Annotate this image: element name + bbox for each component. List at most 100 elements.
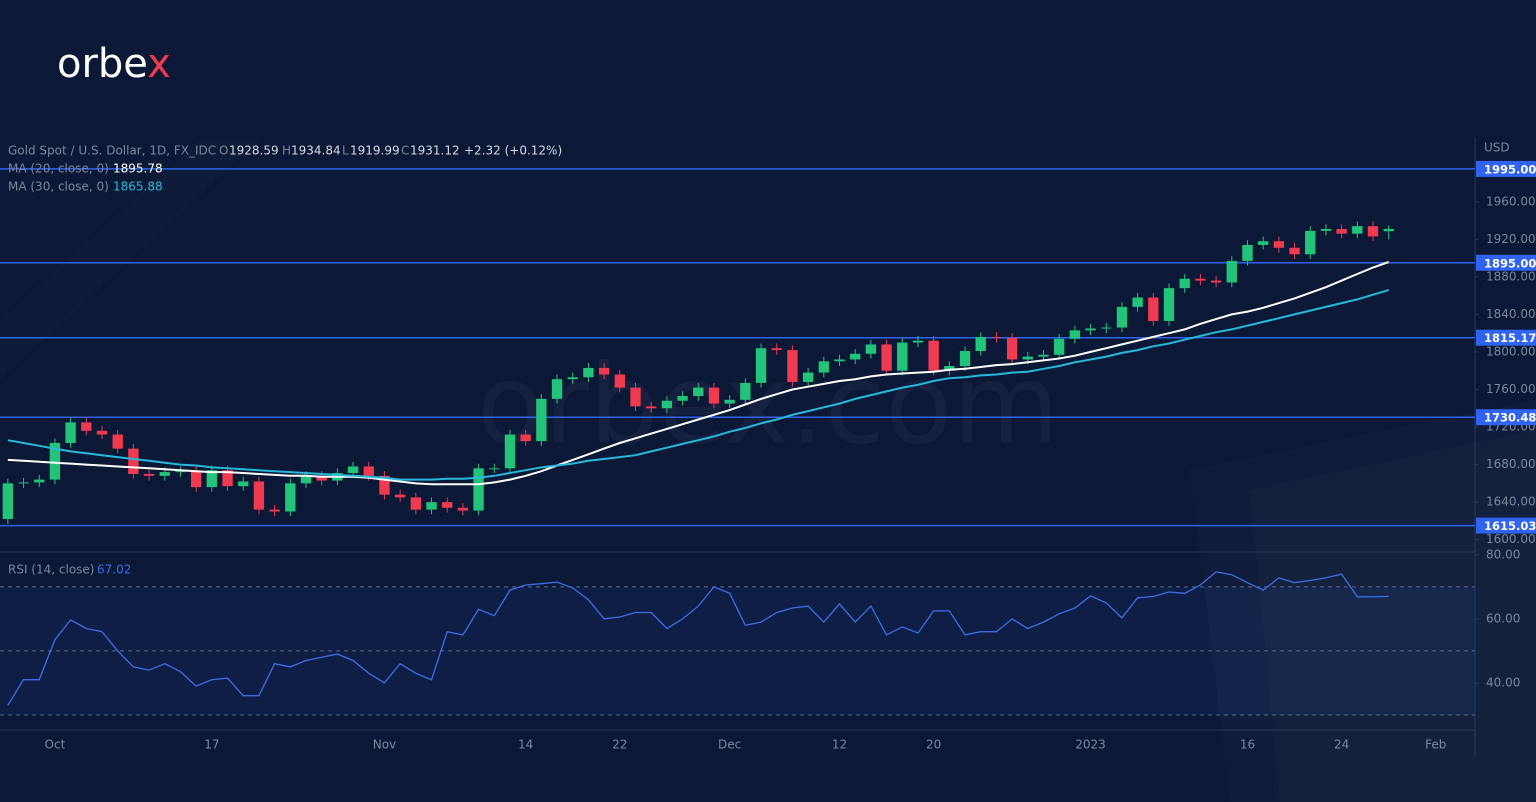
candle-body [1226, 260, 1237, 283]
candle-body [1116, 306, 1128, 328]
level-label-box [1476, 329, 1536, 346]
legend-value: 1895.78 [113, 162, 163, 176]
candle-body [457, 507, 469, 511]
candle-body [912, 340, 924, 343]
candle-body [285, 483, 296, 512]
candle-body [253, 481, 265, 510]
candle-body [1038, 354, 1049, 357]
candle-body [1273, 241, 1285, 248]
candle-body [1336, 228, 1347, 234]
y-tick-label: 1840.00 [1486, 307, 1536, 321]
candle-body [1352, 226, 1363, 234]
candle-body [551, 379, 563, 399]
candle-body [1320, 228, 1332, 231]
candle-body [473, 468, 484, 511]
level-label: 1815.17 [1484, 331, 1536, 345]
rsi-line [7, 571, 1389, 706]
ohlc-letter: L [342, 144, 349, 158]
candle-body [426, 502, 437, 510]
x-tick-label: Feb [1425, 738, 1446, 752]
candle-body [1179, 278, 1190, 289]
x-tick-label: Dec [718, 738, 741, 752]
x-tick-label: 17 [204, 738, 219, 752]
y-tick-label: 1760.00 [1486, 382, 1536, 396]
currency: USD [1484, 141, 1510, 155]
legend-value: 67.02 [97, 563, 131, 577]
level-label-box [1476, 160, 1536, 177]
candle-body [1101, 327, 1112, 329]
high-value: 1934.84 [291, 144, 341, 158]
plot: 1600.001640.001680.001720.001760.001800.… [0, 160, 1536, 752]
candle-body [1006, 337, 1018, 360]
candle-body [2, 483, 14, 520]
legend-name: RSI (14, close) [8, 563, 94, 577]
x-tick-label: Nov [373, 738, 396, 752]
y-tick-label: 1960.00 [1486, 194, 1536, 208]
legend-value: 1865.88 [113, 180, 163, 194]
candle-body [1053, 338, 1065, 355]
x-tick-label: 20 [926, 738, 941, 752]
change: +2.32 (+0.12%) [464, 144, 562, 158]
candle-body [1383, 228, 1394, 232]
candle-body [206, 470, 218, 488]
y-tick-label: 1800.00 [1486, 344, 1536, 358]
candle-body [128, 448, 139, 474]
candle-body [787, 350, 798, 382]
candle-body [1163, 288, 1175, 321]
candle-body [112, 434, 123, 449]
candle-body [536, 398, 547, 442]
candle-body [677, 396, 688, 401]
legend-name: MA (30, close, 0) [8, 180, 109, 194]
candle-body [614, 374, 625, 388]
y-tick-label: 1640.00 [1486, 495, 1536, 509]
candle-body [583, 367, 594, 378]
level-label-box [1476, 409, 1536, 426]
candle-body [1242, 244, 1253, 261]
level-label-box [1476, 517, 1536, 534]
y-tick-label: 1880.00 [1486, 269, 1536, 283]
decor [0, 140, 260, 380]
candle-body [520, 434, 531, 442]
y-tick-label: 1680.00 [1486, 457, 1536, 471]
ohlc-letter: O [219, 144, 228, 158]
candle-body [159, 472, 170, 476]
y-tick-label: 1920.00 [1486, 232, 1536, 246]
candle-body [49, 442, 61, 480]
x-tick-label: 16 [1240, 738, 1255, 752]
legend-name: MA (20, close, 0) [8, 162, 109, 176]
y-tick-label: 40.00 [1486, 675, 1520, 689]
candle-body [598, 367, 610, 375]
candle-body [755, 348, 767, 383]
candle-body [975, 336, 986, 352]
candle-body [991, 336, 1002, 338]
candle-body [1069, 330, 1081, 339]
candle-body [802, 372, 814, 382]
candle-body [646, 406, 657, 409]
x-tick-label: 14 [518, 738, 533, 752]
candle-body [1132, 297, 1143, 307]
candle-body [394, 494, 406, 498]
candle-body [347, 466, 359, 474]
candle-body [1210, 280, 1222, 283]
candle-body [1305, 230, 1316, 255]
ma-line [7, 289, 1389, 481]
candle-body [18, 482, 29, 484]
candle-body [504, 434, 516, 469]
candle-body [1367, 226, 1379, 237]
candle-body [190, 471, 202, 488]
candle-body [1289, 247, 1300, 255]
candle-body [175, 471, 186, 473]
candle-body [143, 473, 155, 476]
ma-line [7, 261, 1390, 486]
candle-body [363, 466, 374, 476]
candle-body [630, 387, 641, 407]
candle-body [269, 509, 280, 512]
level-label-box [1476, 254, 1536, 271]
y-tick-label: 1600.00 [1486, 532, 1536, 546]
y-tick-label: 60.00 [1486, 611, 1520, 625]
candle-body [818, 361, 829, 373]
candle-body [881, 344, 892, 371]
candle-body [1257, 241, 1269, 245]
candle-body [379, 475, 390, 495]
